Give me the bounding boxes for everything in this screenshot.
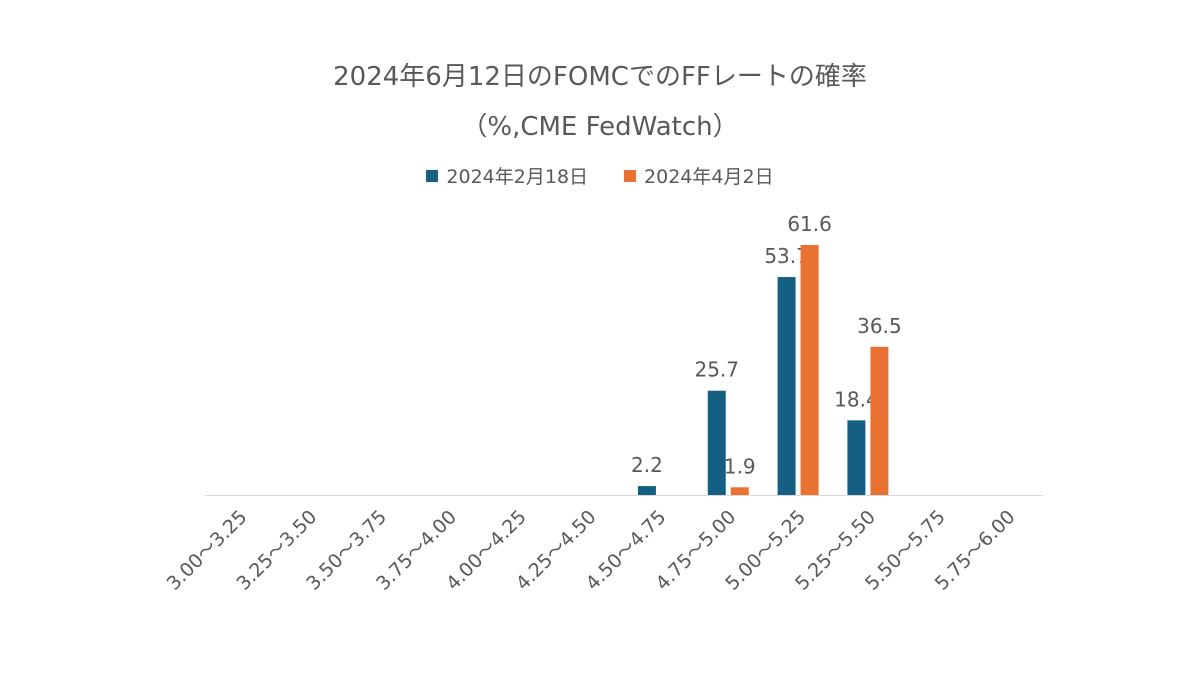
legend-item-series-2: 2024年4月2日 bbox=[624, 162, 774, 189]
bar-2 bbox=[800, 245, 819, 495]
bar-1 bbox=[777, 277, 796, 495]
bar-1 bbox=[637, 486, 656, 495]
legend-swatch bbox=[426, 169, 439, 182]
bar-1 bbox=[707, 390, 726, 495]
chart-subtitle: （%,CME FedWatch） bbox=[461, 112, 739, 142]
legend-label: 2024年2月18日 bbox=[446, 166, 589, 188]
legend-label: 2024年4月2日 bbox=[644, 166, 774, 188]
data-label: 61.6 bbox=[787, 212, 832, 236]
bar-2 bbox=[730, 487, 749, 495]
legend: 2024年2月18日 2024年4月2日 bbox=[0, 162, 1200, 189]
chart-title: 2024年6月12日のFOMCでのFFレートの確率 bbox=[333, 62, 867, 92]
bar-1 bbox=[847, 420, 866, 495]
legend-swatch bbox=[624, 169, 637, 182]
bar-2 bbox=[870, 346, 889, 495]
legend-item-series-1: 2024年2月18日 bbox=[426, 162, 588, 189]
data-label: 1.9 bbox=[724, 454, 756, 478]
data-label: 2.2 bbox=[631, 453, 663, 477]
data-label: 25.7 bbox=[694, 358, 739, 382]
data-label: 36.5 bbox=[857, 314, 902, 338]
